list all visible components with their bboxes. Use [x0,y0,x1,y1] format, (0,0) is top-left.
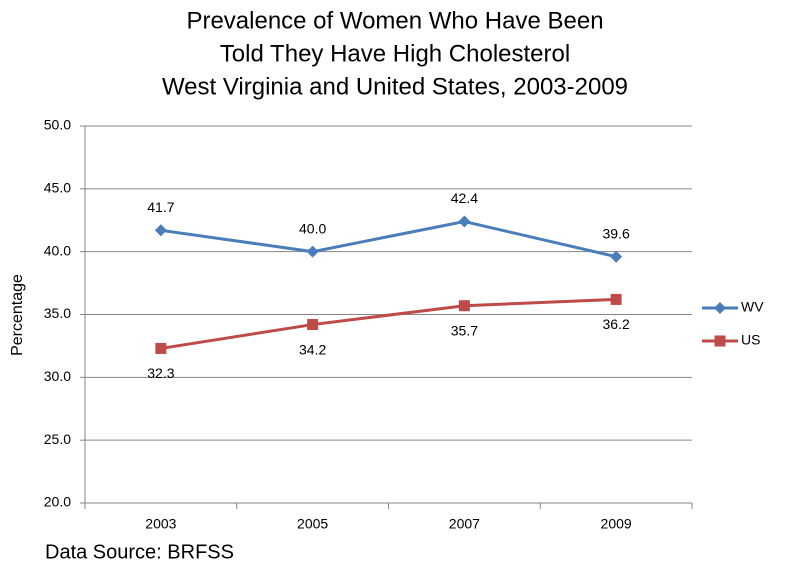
y-tick-label: 50.0 [44,117,71,133]
data-point [154,224,167,237]
data-label: 35.7 [451,322,478,338]
x-tick-label: 2007 [449,516,480,532]
chart-title: Told They Have High Cholesterol [220,40,570,67]
legend-label: WV [741,299,764,315]
legend-marker [714,335,726,347]
legend-marker [714,302,726,314]
y-tick-label: 35.0 [44,305,71,321]
data-label: 41.7 [147,199,174,215]
series-line [160,297,617,350]
data-point [458,300,470,312]
data-label: 36.2 [603,316,630,332]
x-tick-label: 2009 [601,516,632,532]
y-tick-label: 30.0 [44,368,71,384]
data-label: 34.2 [299,341,326,357]
data-label: 40.0 [299,220,326,236]
x-tick-label: 2003 [145,516,176,532]
data-point [458,215,471,228]
data-label: 39.6 [603,225,630,241]
y-tick-label: 25.0 [44,431,71,447]
y-axis-label: Percentage [9,274,26,356]
chart-title: Prevalence of Women Who Have Been [186,7,603,34]
series-line [160,219,617,259]
y-tick-label: 40.0 [44,242,71,258]
y-tick-label: 45.0 [44,180,71,196]
data-point [306,245,319,258]
source-note: Data Source: BRFSS [45,541,234,563]
x-tick-label: 2005 [297,516,328,532]
data-point [155,342,167,354]
data-point [307,319,319,331]
legend-label: US [741,332,760,348]
data-label: 32.3 [147,365,174,381]
data-point [610,293,622,305]
data-point [610,250,623,263]
chart-title: West Virginia and United States, 2003-20… [162,73,628,100]
y-tick-label: 20.0 [44,494,71,510]
data-label: 42.4 [451,190,478,206]
